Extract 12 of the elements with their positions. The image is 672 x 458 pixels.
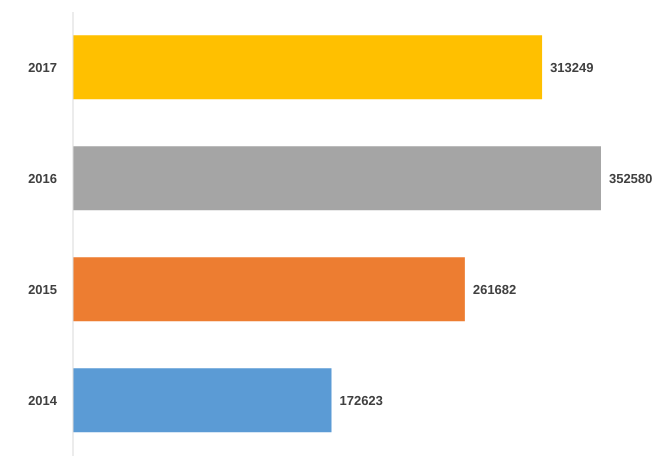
y-tick-label: 2017 [28,60,57,76]
data-label: 172623 [340,392,383,408]
bar [73,146,601,210]
bar [73,35,542,100]
y-tick-label: 2015 [28,282,57,298]
data-label: 352580 [608,170,652,186]
y-tick-label: 2016 [28,171,57,186]
bar [73,257,465,322]
data-label: 261682 [472,282,516,297]
data-label: 313249 [550,60,594,75]
y-tick-label: 2014 [28,393,58,408]
bar [73,368,332,432]
